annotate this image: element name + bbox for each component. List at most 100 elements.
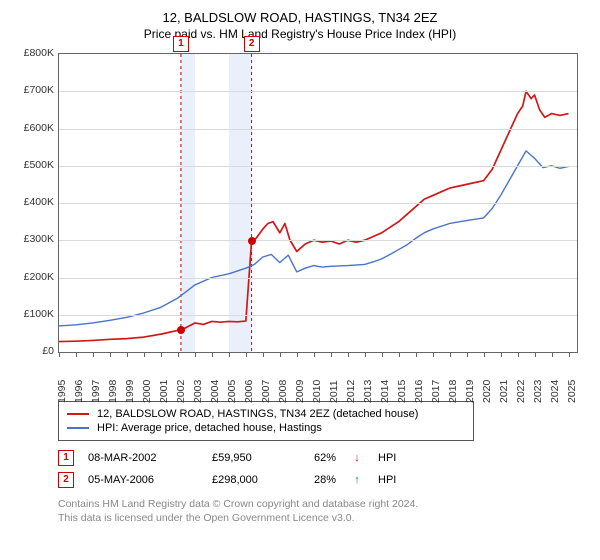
legend-swatch — [67, 427, 89, 429]
x-tick — [382, 352, 383, 357]
arrow-down-icon: ↓ — [350, 452, 364, 464]
legend-item: 12, BALDSLOW ROAD, HASTINGS, TN34 2EZ (d… — [67, 407, 465, 421]
x-tick — [229, 352, 230, 357]
transaction-price: £59,950 — [212, 452, 282, 464]
grid-line — [59, 166, 577, 167]
sale-marker: 1 — [173, 36, 189, 52]
x-tick — [110, 352, 111, 357]
x-tick — [450, 352, 451, 357]
x-tick — [365, 352, 366, 357]
plot-area: 12 — [58, 53, 578, 353]
x-tick-label: 2003 — [192, 380, 204, 403]
sale-point — [177, 326, 185, 334]
arrow-up-icon: ↑ — [350, 474, 364, 486]
y-tick-label: £0 — [12, 345, 54, 357]
x-tick — [59, 352, 60, 357]
y-tick-label: £700K — [12, 84, 54, 96]
x-tick — [399, 352, 400, 357]
x-tick — [331, 352, 332, 357]
x-tick-label: 2000 — [141, 380, 153, 403]
legend-box: 12, BALDSLOW ROAD, HASTINGS, TN34 2EZ (d… — [58, 401, 474, 441]
x-tick-label: 1998 — [107, 380, 119, 403]
x-tick-label: 2010 — [311, 380, 323, 403]
transaction-row: 1 08-MAR-2002 £59,950 62% ↓ HPI — [58, 447, 588, 469]
x-tick-label: 2005 — [226, 380, 238, 403]
legend-swatch — [67, 413, 89, 415]
x-tick — [518, 352, 519, 357]
y-tick-label: £400K — [12, 196, 54, 208]
x-tick-label: 2002 — [175, 380, 187, 403]
transaction-marker: 2 — [58, 472, 74, 488]
x-tick-label: 2015 — [396, 380, 408, 403]
x-tick-label: 2016 — [413, 380, 425, 403]
x-tick — [416, 352, 417, 357]
x-tick-label: 1995 — [56, 380, 68, 403]
legend-label: HPI: Average price, detached house, Hast… — [97, 422, 322, 434]
x-tick — [127, 352, 128, 357]
x-tick — [76, 352, 77, 357]
legend-label: 12, BALDSLOW ROAD, HASTINGS, TN34 2EZ (d… — [97, 408, 418, 420]
chart-subtitle: Price paid vs. HM Land Registry's House … — [12, 27, 588, 41]
grid-line — [59, 278, 577, 279]
x-tick-label: 2017 — [430, 380, 442, 403]
x-tick-label: 2001 — [158, 380, 170, 403]
footer-credits: Contains HM Land Registry data © Crown c… — [58, 497, 588, 525]
x-tick — [246, 352, 247, 357]
x-tick-label: 2011 — [328, 380, 340, 403]
x-tick — [552, 352, 553, 357]
x-tick — [467, 352, 468, 357]
footer-line-2: This data is licensed under the Open Gov… — [58, 511, 588, 525]
x-tick-label: 2025 — [566, 380, 578, 403]
x-tick-label: 1997 — [90, 380, 102, 403]
grid-line — [59, 240, 577, 241]
transaction-ref: HPI — [378, 452, 408, 464]
grid-line — [59, 129, 577, 130]
x-tick-label: 2007 — [260, 380, 272, 403]
x-tick-label: 2008 — [277, 380, 289, 403]
x-tick — [433, 352, 434, 357]
x-tick — [280, 352, 281, 357]
x-tick-label: 2009 — [294, 380, 306, 403]
x-tick-label: 2021 — [498, 380, 510, 403]
x-tick — [93, 352, 94, 357]
transaction-pct: 62% — [296, 452, 336, 464]
x-tick-label: 2022 — [515, 380, 527, 403]
x-tick-label: 1996 — [73, 380, 85, 403]
x-tick — [297, 352, 298, 357]
y-tick-label: £300K — [12, 233, 54, 245]
x-tick-label: 1999 — [124, 380, 136, 403]
transaction-pct: 28% — [296, 474, 336, 486]
x-tick — [144, 352, 145, 357]
x-tick-label: 2013 — [362, 380, 374, 403]
x-tick-label: 2023 — [532, 380, 544, 403]
x-tick — [212, 352, 213, 357]
transaction-ref: HPI — [378, 474, 408, 486]
x-tick — [501, 352, 502, 357]
y-tick-label: £100K — [12, 308, 54, 320]
x-tick — [195, 352, 196, 357]
transaction-row: 205-MAY-2006£298,00028%↑HPI — [58, 469, 588, 491]
x-tick — [178, 352, 179, 357]
sale-marker: 2 — [244, 36, 260, 52]
transaction-marker: 1 — [58, 450, 74, 466]
x-tick — [263, 352, 264, 357]
y-tick-label: £800K — [12, 47, 54, 59]
chart-container: £0 £100K £200K £300K £400K £500K £600K £700K £80… — [12, 49, 588, 397]
legend-item: HPI: Average price, detached house, Hast… — [67, 421, 465, 435]
x-tick — [348, 352, 349, 357]
x-tick — [484, 352, 485, 357]
x-tick-label: 2004 — [209, 380, 221, 403]
y-tick-label: £600K — [12, 122, 54, 134]
x-tick-label: 2019 — [464, 380, 476, 403]
sale-point — [248, 237, 256, 245]
y-tick-label: £200K — [12, 271, 54, 283]
y-tick-label: £500K — [12, 159, 54, 171]
x-tick — [535, 352, 536, 357]
footer-line-1: Contains HM Land Registry data © Crown c… — [58, 497, 588, 511]
transaction-date: 08-MAR-2002 — [88, 452, 198, 464]
x-tick-label: 2018 — [447, 380, 459, 403]
x-tick-label: 2012 — [345, 380, 357, 403]
transaction-date: 05-MAY-2006 — [88, 474, 198, 486]
x-tick-label: 2006 — [243, 380, 255, 403]
x-tick — [161, 352, 162, 357]
